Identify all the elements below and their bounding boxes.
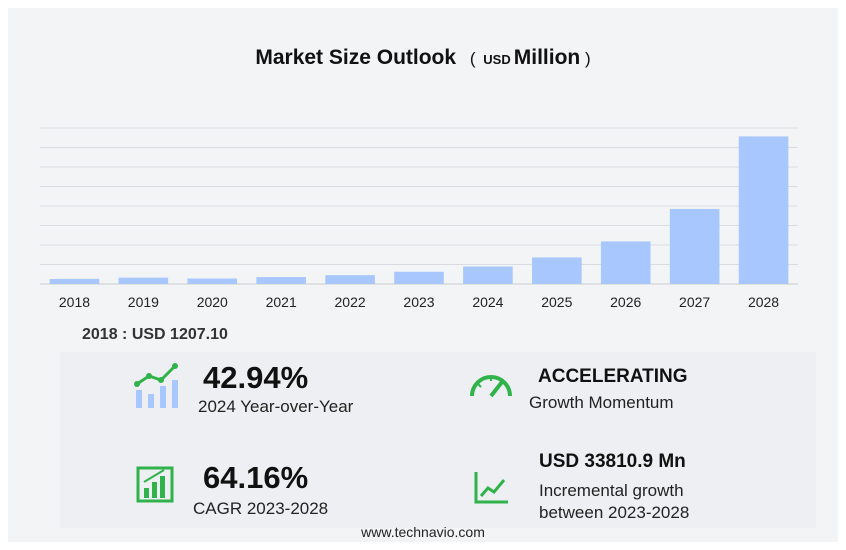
cagr-value: 64.16% bbox=[203, 460, 309, 495]
bar-2021 bbox=[256, 277, 306, 284]
stats-panel bbox=[60, 352, 816, 528]
chart-title: Market Size Outlook ( USD Million ) bbox=[0, 46, 846, 70]
footer-url: www.technavio.com bbox=[361, 524, 485, 540]
x-tick-label-2028: 2028 bbox=[748, 294, 779, 310]
x-tick-labels: 2018 2019 2020 2021 2022 2023 2024 2025 2026 2027… bbox=[59, 294, 779, 310]
x-tick-label-2022: 2022 bbox=[335, 294, 366, 310]
chart-title-text: Market Size Outlook bbox=[255, 46, 457, 69]
base-year-value: 2018 : USD 1207.10 bbox=[82, 326, 228, 343]
x-tick-label-2019: 2019 bbox=[128, 294, 159, 310]
bar-2025 bbox=[532, 257, 582, 284]
bar-2020 bbox=[187, 278, 238, 284]
cagr-label: CAGR 2023-2028 bbox=[193, 499, 329, 518]
bar-2026 bbox=[600, 241, 651, 284]
line-trend-icon bbox=[474, 472, 508, 504]
x-tick-label-2026: 2026 bbox=[610, 294, 641, 310]
bar-2022 bbox=[325, 275, 375, 284]
bar-chart: 2018 2019 2020 2021 2022 2023 2024 2025 2026 2027… bbox=[40, 127, 798, 310]
yoy-value: 42.94% bbox=[203, 360, 309, 395]
growth-chart-icon bbox=[136, 466, 174, 503]
x-tick-label-2023: 2023 bbox=[403, 294, 434, 310]
bar-2019 bbox=[118, 277, 169, 284]
x-tick-label-2018: 2018 bbox=[59, 294, 90, 310]
incremental-value: USD 33810.9 Mn bbox=[539, 451, 686, 472]
momentum-value: ACCELERATING bbox=[538, 366, 688, 387]
bar-trend-icon bbox=[134, 363, 178, 408]
x-tick-label-2021: 2021 bbox=[266, 294, 297, 310]
x-tick-label-2020: 2020 bbox=[197, 294, 228, 310]
bar-2027 bbox=[669, 208, 720, 284]
x-tick-label-2025: 2025 bbox=[541, 294, 572, 310]
bar-2028 bbox=[738, 136, 789, 284]
speedometer-icon bbox=[470, 375, 512, 398]
momentum-label: Growth Momentum bbox=[529, 393, 674, 412]
unit-prefix: USD bbox=[483, 52, 511, 67]
bars bbox=[49, 136, 789, 284]
incremental-label-2: between 2023-2028 bbox=[539, 503, 690, 522]
x-tick-label-2027: 2027 bbox=[679, 294, 710, 310]
bar-2024 bbox=[463, 266, 513, 284]
incremental-label-1: Incremental growth bbox=[539, 481, 684, 500]
unit-paren: ( USD Million ) bbox=[469, 46, 591, 69]
bar-2018 bbox=[49, 278, 100, 284]
yoy-label: 2024 Year-over-Year bbox=[198, 397, 354, 416]
unit-label: Million bbox=[513, 46, 581, 69]
x-tick-label-2024: 2024 bbox=[472, 294, 503, 310]
bar-2023 bbox=[394, 271, 444, 284]
